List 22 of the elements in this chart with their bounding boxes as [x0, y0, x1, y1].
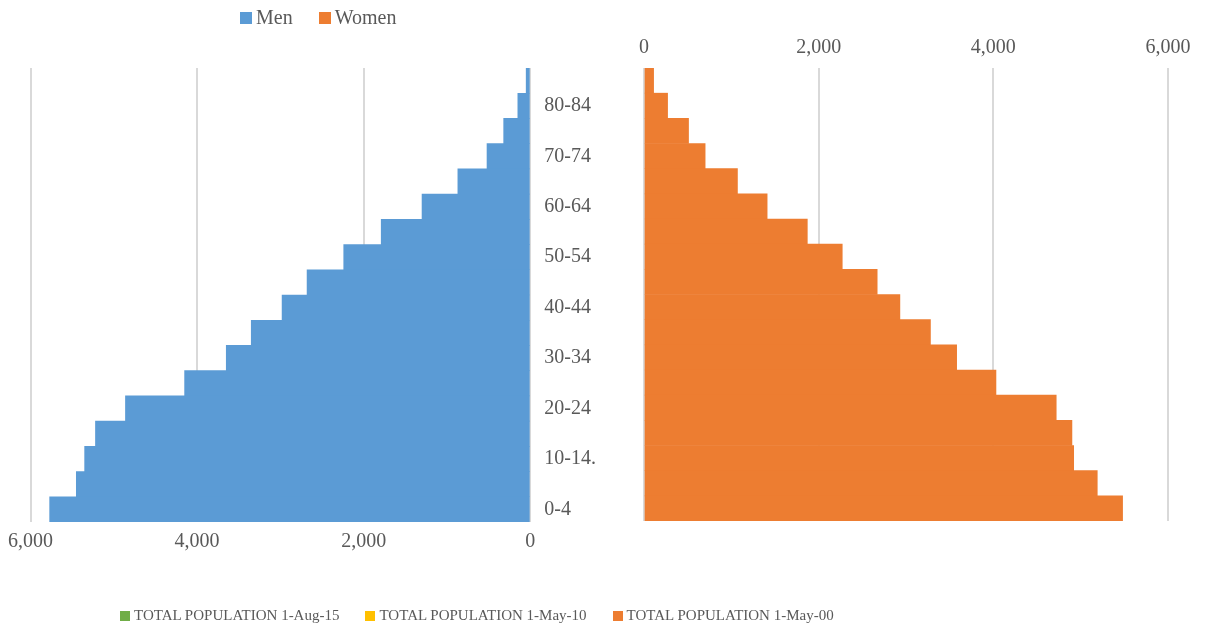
x-tick-label: 0: [639, 35, 649, 58]
x-tick-label: 6,000: [1145, 35, 1191, 58]
y-tick-label: 0-4: [544, 496, 572, 519]
y-tick-label: 70-74: [544, 143, 592, 166]
x-tick-label: 2,000: [341, 529, 387, 552]
legend-label: Men: [256, 6, 293, 29]
x-tick-label: 4,000: [174, 529, 220, 552]
y-tick-label: 40-44: [544, 294, 592, 317]
legend-label: Women: [334, 6, 397, 29]
y-tick-label: 30-34: [544, 345, 592, 368]
x-tick-label: 6,000: [8, 529, 53, 552]
x-tick-label: 2,000: [796, 35, 842, 58]
y-tick-label: 50-54: [544, 244, 592, 267]
y-tick-label: 60-64: [544, 193, 592, 216]
legend-label: TOTAL POPULATION 1-May-00: [626, 607, 834, 624]
x-tick-label: 4,000: [970, 35, 1016, 58]
y-tick-label: 80-84: [544, 93, 592, 116]
y-tick-label: 10-14.: [544, 446, 597, 469]
legend-label: TOTAL POPULATION 1-May-10: [379, 607, 587, 624]
x-tick-label: 0: [525, 529, 536, 552]
legend-label: TOTAL POPULATION 1-Aug-15: [134, 607, 340, 624]
y-tick-label: 20-24: [544, 395, 592, 418]
